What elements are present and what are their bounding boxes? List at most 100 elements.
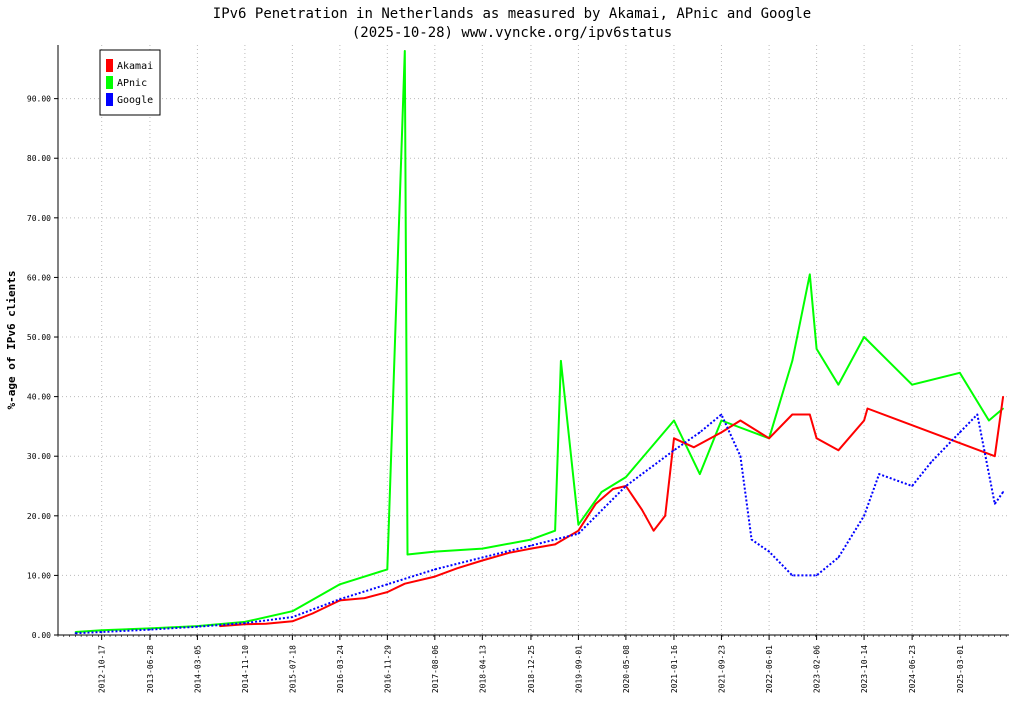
data-point-apnic bbox=[291, 610, 294, 612]
data-point-akamai bbox=[815, 437, 818, 440]
data-point-google bbox=[750, 538, 753, 541]
data-point-google bbox=[1002, 491, 1004, 493]
chart-title: IPv6 Penetration in Netherlands as measu… bbox=[213, 6, 811, 22]
data-point-akamai bbox=[577, 529, 580, 532]
data-point-apnic bbox=[673, 419, 675, 422]
data-point-akamai bbox=[993, 455, 996, 458]
data-point-google bbox=[993, 503, 996, 505]
data-point-google bbox=[434, 568, 436, 571]
data-point-apnic bbox=[791, 360, 794, 362]
data-point-google bbox=[720, 413, 723, 416]
data-point-akamai bbox=[594, 503, 597, 505]
data-point-apnic bbox=[406, 553, 409, 556]
data-point-apnic bbox=[837, 383, 840, 386]
x-tick-label: 2017-08-06 bbox=[431, 645, 440, 693]
data-point-google bbox=[837, 556, 840, 559]
data-point-apnic bbox=[959, 371, 961, 374]
y-tick-label: 30.00 bbox=[27, 452, 51, 461]
data-point-akamai bbox=[508, 551, 510, 554]
axes: 0.00 10.00 20.00 30.00 40.00 50.00 60.00 70.00 8… bbox=[27, 45, 1009, 693]
data-point-akamai bbox=[693, 446, 695, 449]
data-point-google bbox=[530, 544, 532, 547]
x-tick-label: 2012-10-17 bbox=[98, 645, 107, 693]
data-point-google bbox=[625, 485, 627, 487]
y-tick-label: 70.00 bbox=[27, 214, 51, 223]
data-point-google bbox=[386, 583, 389, 586]
data-point-akamai bbox=[434, 575, 436, 578]
data-point-akamai bbox=[652, 529, 655, 532]
x-tick-label: 2023-10-14 bbox=[860, 645, 869, 693]
data-point-akamai bbox=[612, 488, 614, 490]
data-point-akamai bbox=[311, 612, 314, 615]
data-point-akamai bbox=[768, 437, 770, 440]
legend-swatch-google bbox=[106, 93, 113, 106]
data-point-apnic bbox=[404, 50, 406, 52]
x-tick-label: 2021-09-23 bbox=[717, 645, 726, 693]
data-point-google bbox=[791, 574, 794, 577]
data-point-apnic bbox=[863, 336, 865, 338]
data-point-google bbox=[815, 574, 818, 577]
data-point-google bbox=[976, 413, 979, 416]
data-point-akamai bbox=[404, 582, 406, 585]
data-point-google bbox=[74, 632, 77, 635]
y-tick-label: 40.00 bbox=[27, 393, 51, 402]
data-point-apnic bbox=[988, 419, 990, 422]
data-point-akamai bbox=[791, 413, 794, 416]
x-tick-label: 2023-02-06 bbox=[813, 645, 822, 693]
data-point-apnic bbox=[481, 547, 484, 550]
data-point-akamai bbox=[265, 622, 267, 625]
data-point-apnic bbox=[577, 523, 580, 526]
data-point-google bbox=[291, 616, 294, 618]
legend-swatch-akamai bbox=[106, 59, 113, 72]
data-point-apnic bbox=[911, 383, 913, 386]
x-tick-label: 2020-05-08 bbox=[622, 645, 631, 693]
series-line-google bbox=[75, 413, 1004, 635]
data-point-akamai bbox=[739, 419, 742, 422]
data-point-google bbox=[577, 532, 580, 535]
y-tick-label: 50.00 bbox=[27, 333, 51, 342]
x-tick-label: 2021-01-16 bbox=[670, 645, 679, 693]
y-tick-label: 90.00 bbox=[27, 95, 51, 104]
data-point-akamai bbox=[837, 449, 840, 452]
data-point-apnic bbox=[149, 627, 151, 630]
data-point-apnic bbox=[1002, 407, 1004, 410]
data-point-google bbox=[911, 485, 913, 487]
x-tick-label: 2024-06-23 bbox=[908, 645, 917, 693]
grid bbox=[58, 45, 1009, 635]
data-point-apnic bbox=[434, 550, 436, 553]
data-point-apnic bbox=[554, 529, 556, 532]
chart-subtitle: (2025-10-28) www.vyncke.org/ipv6status bbox=[352, 25, 672, 41]
legend: Akamai APnic Google bbox=[99, 49, 161, 116]
x-tick-label: 2016-11-29 bbox=[383, 645, 392, 693]
x-tick-label: 2013-06-28 bbox=[146, 645, 155, 693]
data-point-google bbox=[149, 628, 151, 631]
x-tick-label: 2018-12-25 bbox=[527, 645, 536, 693]
data-point-apnic bbox=[815, 348, 818, 350]
data-point-apnic bbox=[600, 491, 603, 493]
data-point-akamai bbox=[1002, 395, 1004, 398]
x-tick-label: 2015-07-18 bbox=[288, 645, 297, 693]
data-point-apnic bbox=[530, 538, 532, 541]
data-point-google bbox=[244, 622, 246, 624]
y-tick-label: 10.00 bbox=[27, 571, 51, 580]
data-point-akamai bbox=[386, 591, 389, 593]
data-point-apnic bbox=[100, 629, 103, 632]
data-point-apnic bbox=[560, 360, 562, 362]
data-point-google bbox=[196, 625, 199, 628]
data-point-akamai bbox=[673, 437, 675, 440]
x-tick-label: 2016-03-24 bbox=[336, 645, 345, 693]
data-point-akamai bbox=[866, 407, 869, 410]
data-point-apnic bbox=[625, 476, 627, 478]
y-axis-label: %-age of IPv6 clients bbox=[5, 270, 18, 409]
legend-label-akamai: Akamai bbox=[117, 61, 153, 72]
x-tick-label: 2014-11-10 bbox=[241, 645, 250, 693]
x-tick-label: 2022-06-01 bbox=[765, 645, 774, 693]
series-layer bbox=[74, 50, 1005, 635]
data-point-apnic bbox=[808, 273, 811, 276]
data-point-google bbox=[768, 550, 770, 553]
data-point-google bbox=[878, 473, 880, 475]
x-tick-label: 2019-09-01 bbox=[574, 645, 583, 693]
data-point-google bbox=[100, 631, 103, 633]
legend-label-apnic: APnic bbox=[117, 78, 147, 89]
